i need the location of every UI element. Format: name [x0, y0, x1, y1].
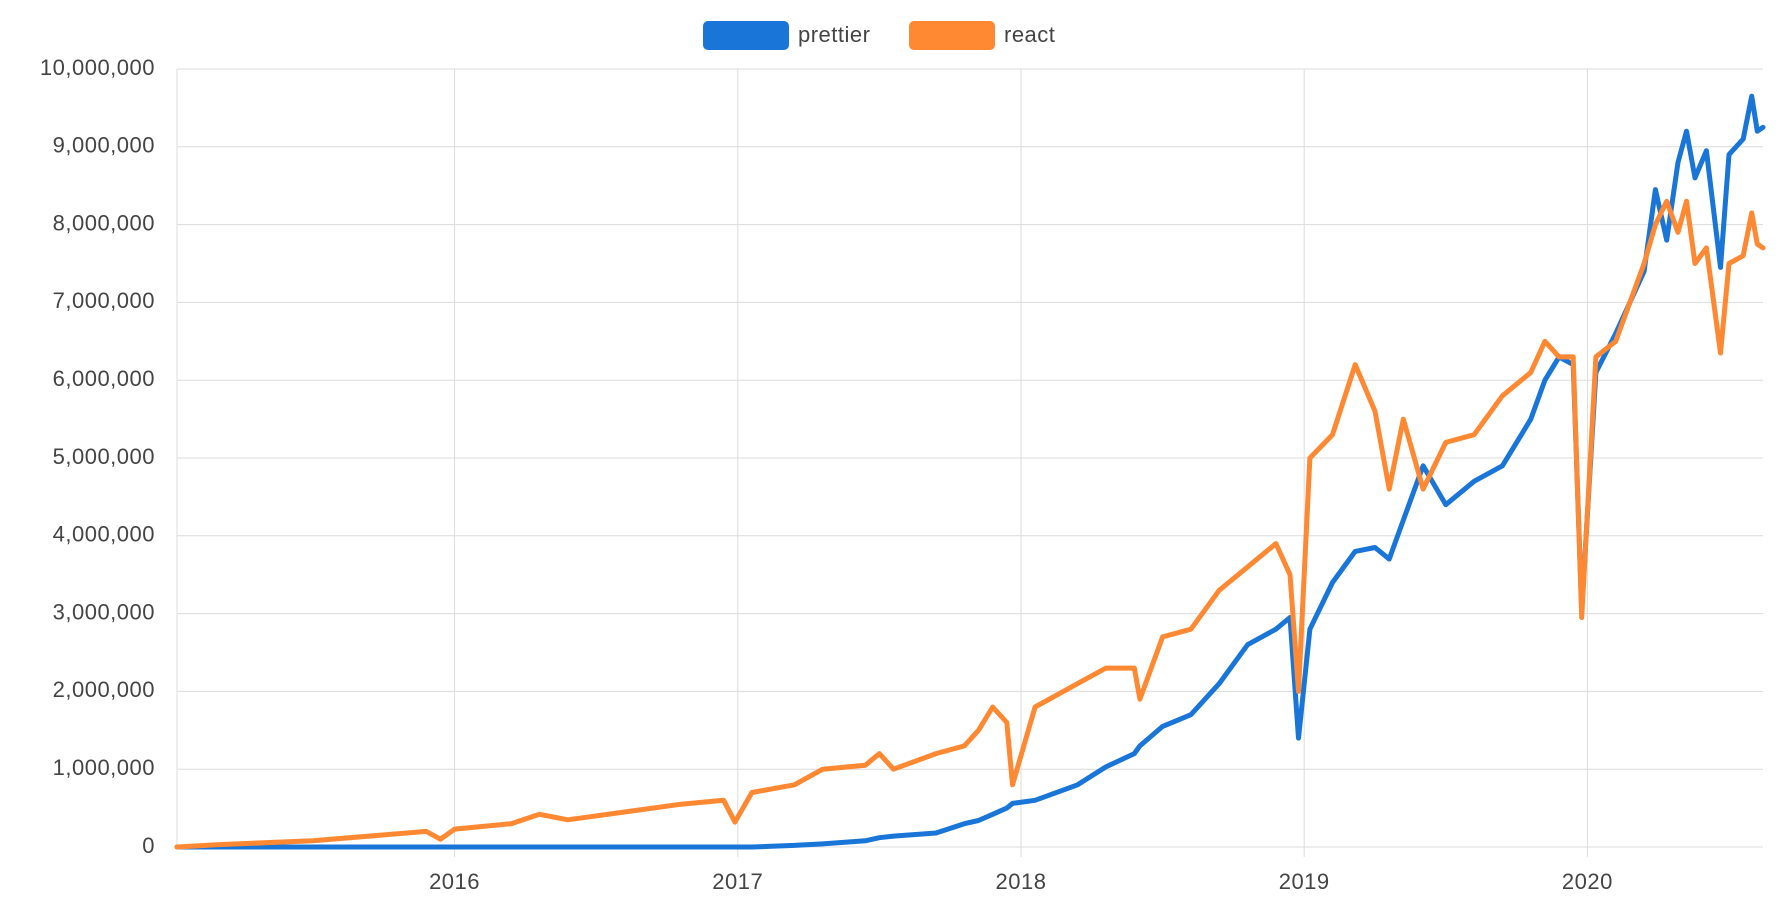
x-tick-label: 2020	[1562, 869, 1613, 894]
y-tick-label: 8,000,000	[53, 210, 155, 235]
y-tick-label: 6,000,000	[53, 366, 155, 391]
y-tick-label: 2,000,000	[53, 677, 155, 702]
x-tick-label: 2019	[1279, 869, 1330, 894]
line-series	[174, 93, 1766, 850]
y-tick-label: 10,000,000	[40, 55, 155, 80]
y-tick-label: 1,000,000	[53, 755, 155, 780]
y-tick-label: 3,000,000	[53, 599, 155, 624]
x-tick-label: 2016	[429, 869, 480, 894]
y-tick-label: 9,000,000	[53, 133, 155, 158]
y-tick-label: 0	[142, 833, 155, 858]
y-tick-label: 4,000,000	[53, 522, 155, 547]
legend-swatch	[909, 21, 995, 50]
y-tick-label: 7,000,000	[53, 288, 155, 313]
x-tick-label: 2018	[996, 869, 1047, 894]
legend-label: react	[1004, 22, 1055, 47]
legend-swatch	[703, 21, 789, 50]
x-tick-label: 2017	[712, 869, 763, 894]
legend-label: prettier	[798, 22, 870, 47]
line-series	[174, 198, 1766, 850]
y-tick-label: 5,000,000	[53, 444, 155, 469]
